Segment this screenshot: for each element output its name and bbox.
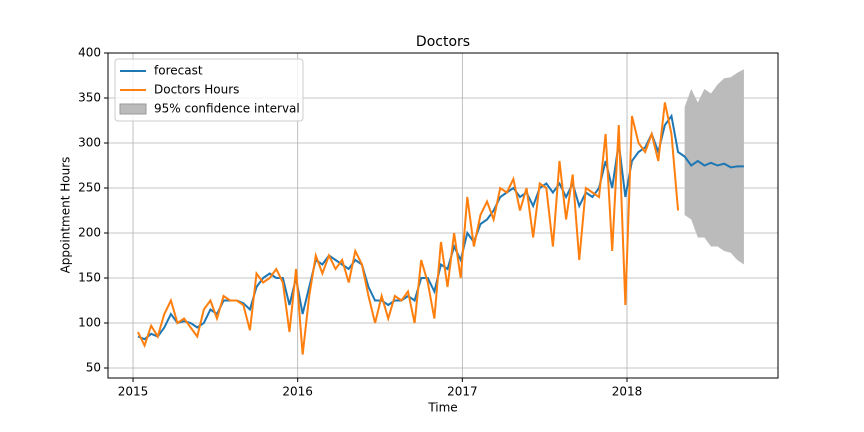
y-tick-label: 100 [78, 316, 101, 330]
x-tick-label: 2016 [282, 385, 313, 399]
x-axis-label: Time [427, 401, 457, 415]
plot-frame [107, 52, 779, 379]
series-line [137, 102, 680, 355]
legend-label: 95% confidence interval [154, 102, 300, 116]
series-line [137, 113, 744, 341]
y-tick-label: 350 [78, 91, 101, 105]
y-tick-label: 150 [78, 271, 101, 285]
confidence-band [684, 69, 744, 265]
y-tick-label: 300 [78, 136, 101, 150]
y-tick-label: 400 [78, 46, 101, 60]
legend-box [114, 58, 304, 122]
y-tick-label: 50 [86, 361, 101, 375]
y-tick-label: 200 [78, 226, 101, 240]
x-tick-label: 2018 [612, 385, 643, 399]
chart-title: Doctors [416, 34, 470, 50]
legend-label: Doctors Hours [154, 83, 239, 97]
y-axis-label: Appointment Hours [59, 157, 73, 274]
y-tick-label: 250 [78, 181, 101, 195]
legend-label: forecast [154, 64, 203, 78]
legend-swatch [119, 103, 147, 115]
x-tick-label: 2017 [447, 385, 478, 399]
x-tick-label: 2015 [118, 385, 149, 399]
